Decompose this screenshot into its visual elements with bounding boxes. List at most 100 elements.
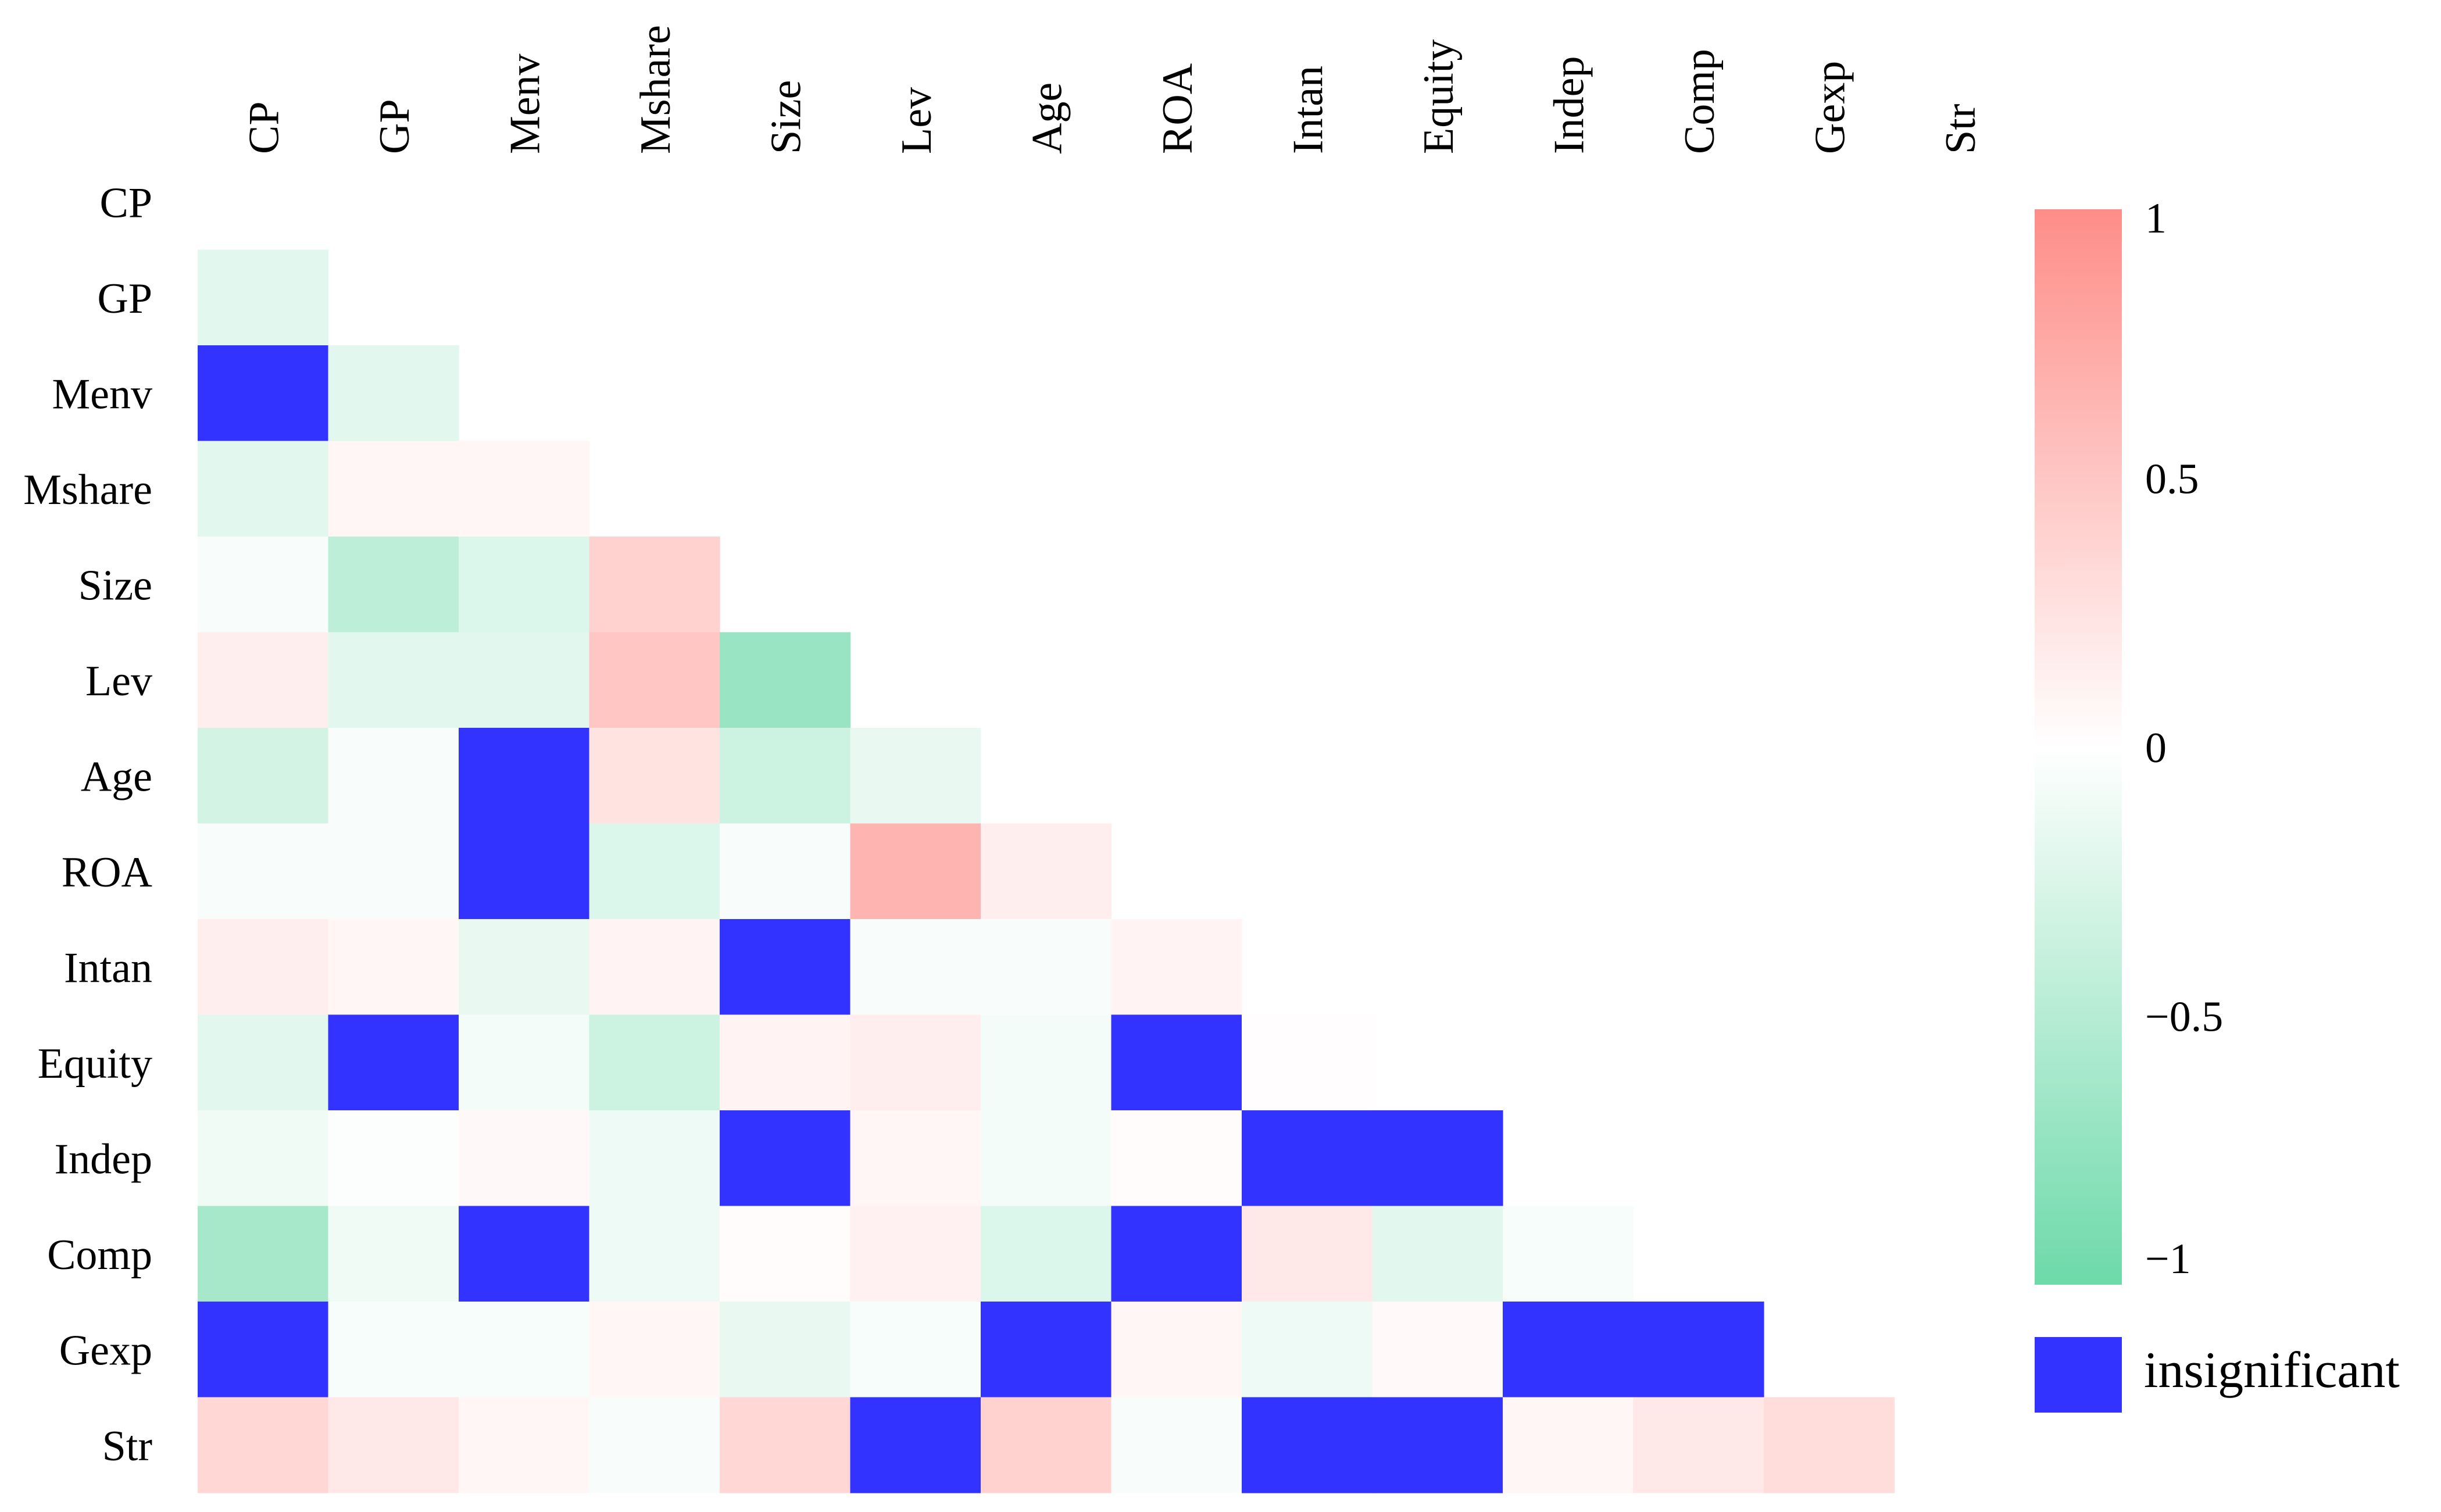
heatmap-cell-comp-roa	[1111, 1206, 1242, 1302]
heatmap-cell-lev-gp	[328, 632, 459, 728]
row-label-cp: CP	[99, 179, 152, 227]
column-label-intan: Intan	[1284, 66, 1332, 154]
column-label-cp: CP	[240, 101, 288, 154]
heatmap-cell-equity-intan	[1242, 1014, 1373, 1111]
heatmap-cell-indep-gp	[328, 1110, 459, 1207]
column-labels: CP GP Menv Mshare Size Lev Age ROA Intan Equity In…	[240, 25, 1985, 154]
heatmap-cell-lev-cp	[198, 632, 329, 728]
heatmap-cell-indep-lev	[850, 1110, 981, 1207]
heatmap-cell-equity-gp	[328, 1014, 459, 1111]
heatmap-cell-roa-mshare	[589, 823, 720, 920]
heatmap-cell-indep-intan	[1242, 1110, 1373, 1207]
column-label-indep: Indep	[1545, 56, 1593, 155]
heatmap-cell-roa-size	[720, 823, 851, 920]
heatmap-cell-mshare-cp	[198, 441, 329, 537]
heatmap-cell-str-intan	[1242, 1397, 1373, 1493]
heatmap-cell-gexp-menv	[459, 1302, 590, 1398]
heatmap-cell-mshare-gp	[328, 441, 459, 537]
heatmap-cell-intan-menv	[459, 919, 590, 1016]
heatmap-cell-lev-mshare	[589, 632, 720, 728]
column-label-lev: Lev	[893, 87, 941, 154]
heatmap-cell-age-gp	[328, 728, 459, 824]
heatmap-cell-intan-size	[720, 919, 851, 1016]
heatmap-cell-gexp-age	[981, 1302, 1112, 1398]
heatmap-cell-equity-mshare	[589, 1014, 720, 1111]
heatmap-cell-lev-menv	[459, 632, 590, 728]
row-label-equity: Equity	[38, 1040, 152, 1088]
heatmap-cell-str-cp	[198, 1397, 329, 1493]
heatmap-cell-comp-equity	[1372, 1206, 1503, 1302]
heatmap-cell-menv-gp	[328, 345, 459, 442]
column-label-age: Age	[1023, 83, 1071, 154]
heatmap-cell-size-gp	[328, 537, 459, 633]
heatmap-cell-roa-gp	[328, 823, 459, 920]
heatmap-cell-indep-mshare	[589, 1110, 720, 1207]
heatmap-cell-intan-gp	[328, 919, 459, 1016]
heatmap-cell-comp-mshare	[589, 1206, 720, 1302]
heatmap-cell-indep-age	[981, 1110, 1112, 1207]
row-label-age: Age	[81, 753, 152, 800]
row-label-indep: Indep	[55, 1135, 153, 1183]
column-label-size: Size	[762, 80, 810, 154]
heatmap-cell-equity-age	[981, 1014, 1112, 1111]
heatmap-cell-gexp-gp	[328, 1302, 459, 1398]
heatmap-cell-intan-roa	[1111, 919, 1242, 1016]
heatmap-cell-str-indep	[1503, 1397, 1634, 1493]
heatmap-cell-comp-menv	[459, 1206, 590, 1302]
column-label-str: Str	[1937, 104, 1985, 154]
heatmap-cell-intan-mshare	[589, 919, 720, 1016]
heatmap-cell-age-lev	[850, 728, 981, 824]
row-labels: CP GP Menv Mshare Size Lev Age ROA Intan Equity In…	[23, 179, 152, 1470]
heatmap-cell-indep-equity	[1372, 1110, 1503, 1207]
column-label-mshare: Mshare	[632, 25, 680, 154]
heatmap-cell-menv-cp	[198, 345, 329, 442]
heatmap-cell-size-menv	[459, 537, 590, 633]
heatmap-cell-indep-cp	[198, 1110, 329, 1207]
heatmap-cell-roa-cp	[198, 823, 329, 920]
row-label-lev: Lev	[85, 657, 152, 705]
heatmap-cell-equity-menv	[459, 1014, 590, 1111]
row-label-str: Str	[102, 1422, 152, 1470]
colorbar-tick-label: 0.5	[2145, 456, 2199, 503]
colorbar-tick-label: −0.5	[2145, 993, 2223, 1041]
heatmap-cell-equity-size	[720, 1014, 851, 1111]
legend: insignificant	[2035, 1337, 2400, 1413]
column-label-menv: Menv	[501, 53, 549, 154]
heatmap-cell-indep-size	[720, 1110, 851, 1207]
heatmap-cell-roa-menv	[459, 823, 590, 920]
column-label-gexp: Gexp	[1806, 61, 1854, 154]
heatmap-cell-comp-size	[720, 1206, 851, 1302]
heatmap-cell-gexp-equity	[1372, 1302, 1503, 1398]
colorbar-tick-label: −1	[2145, 1235, 2191, 1283]
colorbar: 1 0.5 0 −0.5 −1	[2035, 195, 2223, 1285]
heatmap-cell-equity-cp	[198, 1014, 329, 1111]
legend-label-insignificant: insignificant	[2144, 1342, 2400, 1399]
heatmap-cell-comp-age	[981, 1206, 1112, 1302]
heatmap-cell-gexp-roa	[1111, 1302, 1242, 1398]
heatmap-cell-lev-size	[720, 632, 851, 728]
heatmap-cell-comp-gp	[328, 1206, 459, 1302]
heatmap-cell-size-cp	[198, 537, 329, 633]
heatmap-cells	[198, 249, 1895, 1493]
heatmap-cell-comp-cp	[198, 1206, 329, 1302]
row-label-roa: ROA	[62, 849, 152, 896]
heatmap-cell-str-menv	[459, 1397, 590, 1493]
heatmap-cell-comp-intan	[1242, 1206, 1373, 1302]
column-label-comp: Comp	[1676, 49, 1724, 154]
heatmap-cell-intan-cp	[198, 919, 329, 1016]
heatmap-cell-indep-roa	[1111, 1110, 1242, 1207]
heatmap-cell-str-age	[981, 1397, 1112, 1493]
heatmap-cell-age-menv	[459, 728, 590, 824]
heatmap-cell-gexp-lev	[850, 1302, 981, 1398]
heatmap-cell-str-equity	[1372, 1397, 1503, 1493]
heatmap-cell-age-size	[720, 728, 851, 824]
row-label-comp: Comp	[47, 1231, 152, 1279]
heatmap-cell-gexp-indep	[1503, 1302, 1634, 1398]
heatmap-cell-str-size	[720, 1397, 851, 1493]
heatmap-cell-comp-indep	[1503, 1206, 1634, 1302]
heatmap-cell-size-mshare	[589, 537, 720, 633]
heatmap-cell-gexp-cp	[198, 1302, 329, 1398]
heatmap-cell-mshare-menv	[459, 441, 590, 537]
row-label-size: Size	[78, 562, 152, 609]
heatmap-cell-roa-age	[981, 823, 1112, 920]
